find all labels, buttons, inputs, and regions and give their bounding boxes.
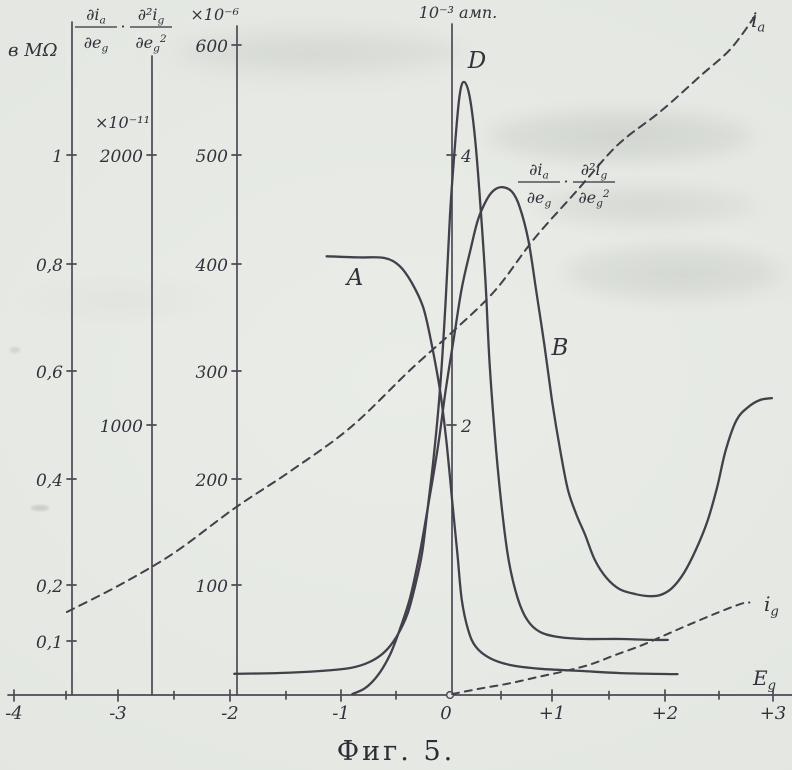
b-formula-denominator-1: ∂eg [527, 188, 552, 210]
x-tick-label--1: -1 [332, 703, 350, 724]
axis-e6-tick-label-300: 300 [196, 363, 229, 383]
axis-mohm-tick-label-1: 1 [52, 147, 63, 167]
x-tick-label-+1: +1 [539, 703, 566, 724]
scan-smudge [490, 113, 750, 161]
x-tick-label--3: -3 [109, 703, 127, 724]
b-formula-numerator-1: ∂ia [529, 160, 549, 182]
axis-e11-tick-label-1000: 1000 [100, 417, 143, 437]
scan-smudge [567, 246, 777, 298]
series-D-curve [233, 80, 669, 675]
x-tick-label--4: -4 [5, 703, 23, 724]
axis-mohm-tick-label-0,1: 0,1 [36, 633, 63, 653]
label-y2-mult: ×10⁻¹¹ [95, 113, 150, 132]
label-curve-A: A [345, 265, 364, 291]
series-B-curve [351, 186, 774, 696]
axis-mohm-tick-label-0,6: 0,6 [36, 363, 63, 383]
scan-artifacts-layer [10, 34, 777, 511]
y2-formula-multiplication-dot: · [120, 17, 125, 36]
axis-e11-tick-label-2000: 2000 [99, 147, 143, 167]
labels-layer: в МΩ ×10⁻¹¹ ×10⁻⁶ 10⁻³ амп. A B Dia ig Eg ∂ia ∂eg ·… [8, 3, 779, 693]
figure-caption: Фиг. 5. [336, 736, 456, 767]
label-curve-B: B [551, 335, 569, 361]
axis-e6-tick-label-500: 500 [196, 147, 229, 167]
label-eg-label: Eg [752, 666, 776, 693]
scan-smudge [31, 505, 49, 511]
axis-mohm-tick-label-0,4: 0,4 [36, 471, 63, 491]
series-ig-curve [451, 601, 751, 695]
axis-ma-tick-label-2: 2 [460, 417, 472, 437]
y2-formula-numerator-2: ∂²ig [138, 5, 165, 27]
x-tick-label-0: 0 [440, 703, 451, 724]
label-curve-D: D [467, 48, 486, 74]
b-formula-multiplication-dot: · [563, 172, 568, 191]
axis-mohm-tick-label-0,2: 0,2 [36, 577, 63, 597]
label-ia-label: ia [751, 8, 765, 35]
axes-layer: -4 -3 -2 -1 0 +1 +2 +3 1 0,8 0,6 0,4 0,2 0,1 2000 1000 6… [5, 21, 792, 724]
x-tick-label--2: -2 [221, 703, 239, 724]
label-y1-header: в МΩ [8, 40, 58, 61]
series-ia-curve [65, 13, 757, 613]
axis-e6-tick-label-400: 400 [195, 256, 229, 276]
label-y4-header: 10⁻³ амп. [419, 3, 498, 22]
axis-ma-tick-label-4: 4 [460, 147, 472, 167]
axis-e6-tick-label-100: 100 [196, 577, 229, 597]
axis-e6-tick-label-200: 200 [195, 471, 229, 491]
scan-smudge [180, 34, 460, 70]
scan-smudge [538, 188, 758, 224]
y2-formula-denominator-2: ∂eg2 [135, 33, 167, 55]
axis-mohm-tick-label-0,8: 0,8 [36, 256, 63, 276]
label-y3-mult: ×10⁻⁶ [190, 5, 239, 24]
x-tick-label-+3: +3 [760, 703, 787, 724]
scan-smudge [10, 347, 20, 353]
b-formula-numerator-2: ∂²ig [581, 160, 608, 182]
axis-e6-tick-label-600: 600 [196, 37, 229, 57]
series-A-curve [325, 255, 679, 676]
y2-formula-denominator-1: ∂eg [84, 33, 109, 55]
origin-marker [445, 690, 455, 700]
y2-formula-numerator-1: ∂ia [86, 5, 106, 27]
formula-label-b-formula: ∂ia ∂eg · ∂²ig ∂eg2 [518, 160, 615, 210]
b-formula-denominator-2: ∂eg2 [578, 188, 610, 210]
curves-layer [65, 13, 774, 696]
label-ig-label: ig [764, 592, 779, 619]
x-tick-label-+2: +2 [652, 703, 679, 724]
formula-label-y2-formula: ∂ia ∂eg · ∂²ig ∂eg2 [75, 5, 172, 55]
